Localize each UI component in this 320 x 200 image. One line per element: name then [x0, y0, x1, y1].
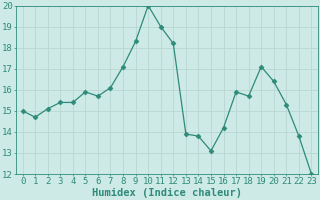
- X-axis label: Humidex (Indice chaleur): Humidex (Indice chaleur): [92, 188, 242, 198]
